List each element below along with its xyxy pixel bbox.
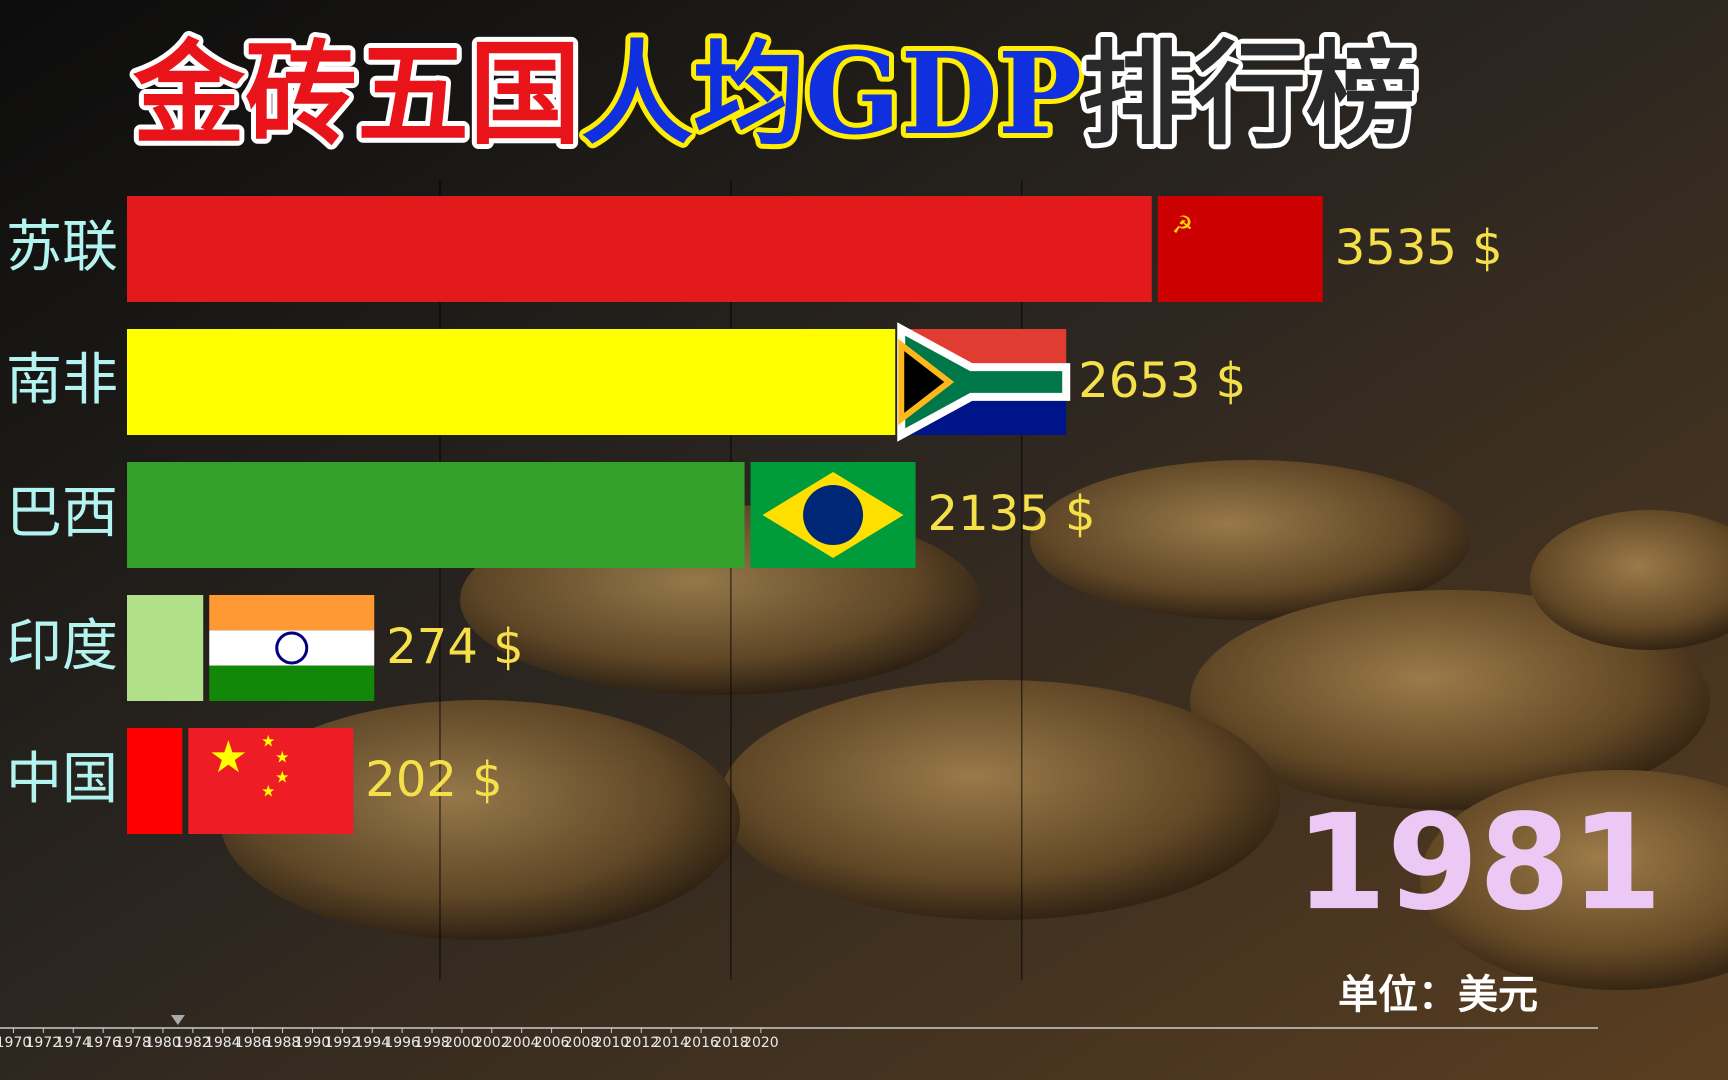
timeline-tick-label: 1990: [295, 1035, 331, 1051]
bar: ☭: [127, 196, 1323, 302]
timeline-tick-label: 2004: [504, 1035, 540, 1051]
flag: [1157, 196, 1323, 302]
flag: [898, 338, 955, 426]
category-label: 中国: [6, 747, 118, 812]
flag: [275, 631, 309, 665]
bar-fill: [127, 462, 745, 568]
timeline-marker: [170, 1015, 185, 1025]
flag: [209, 665, 375, 701]
timeline-tick-label: 1994: [354, 1035, 390, 1051]
timeline-tick-label: 2002: [474, 1035, 510, 1051]
timeline-tick-label: 1988: [265, 1035, 301, 1051]
timeline-tick-label: 1974: [55, 1035, 91, 1051]
timeline-tick-label: 2000: [444, 1035, 480, 1051]
value-label: 202 $: [365, 752, 502, 808]
flag: [209, 595, 375, 631]
timeline-tick-label: 2008: [564, 1035, 600, 1051]
timeline-tick-label: 1978: [115, 1035, 151, 1051]
value-label: 2653 $: [1078, 353, 1246, 409]
category-label: 印度: [6, 614, 118, 679]
category-label: 苏联: [6, 215, 118, 280]
bar: [127, 462, 916, 568]
flag: ★: [275, 768, 289, 787]
flag: [209, 630, 375, 666]
timeline-tick-label: 1996: [384, 1035, 420, 1051]
timeline-tick-label: 1976: [85, 1035, 121, 1051]
bar: [127, 322, 1071, 442]
timeline-tick-label: 2006: [534, 1035, 570, 1051]
timeline-tick-label: 2010: [594, 1035, 630, 1051]
timeline-tick-label: 1982: [175, 1035, 211, 1051]
bar-fill: [127, 196, 1152, 302]
unit-label: 单位：美元: [1338, 972, 1538, 1018]
title-part: 人均GDP: [581, 29, 1082, 160]
flag: [803, 485, 864, 545]
flag: ★: [261, 732, 275, 751]
value-label: 274 $: [386, 619, 523, 675]
timeline-tick-label: 1980: [145, 1035, 181, 1051]
title-part: 排行榜: [1082, 29, 1418, 160]
flag: ★: [275, 748, 289, 767]
timeline-tick-label: 1970: [0, 1035, 31, 1051]
timeline-tick-label: 1992: [325, 1035, 361, 1051]
value-label: 2135 $: [928, 486, 1096, 542]
timeline-tick-label: 2018: [713, 1035, 749, 1051]
bar: ★ ★★★★: [127, 728, 354, 834]
bar: [127, 595, 375, 701]
chart-title: 金砖五国人均GDP排行榜: [132, 29, 1418, 160]
flag: [188, 728, 354, 834]
timeline-tick-label: 1984: [205, 1035, 241, 1051]
timeline-tick-label: 2014: [653, 1035, 689, 1051]
year-label: 1981: [1295, 786, 1662, 940]
flag-emblem: ☭: [1172, 211, 1194, 239]
flag: ★: [209, 732, 248, 783]
bar-fill: [127, 728, 183, 834]
title-part: 金砖五国: [132, 29, 581, 160]
flag: ★: [261, 782, 275, 801]
timeline-tick-label: 1986: [235, 1035, 271, 1051]
category-label: 南非: [6, 348, 118, 413]
bar-fill: [127, 329, 896, 435]
value-label: 3535 $: [1335, 220, 1503, 276]
timeline-tick-label: 1972: [26, 1035, 62, 1051]
bar-fill: [127, 595, 204, 701]
flag: [897, 322, 1071, 442]
category-label: 巴西: [6, 481, 118, 546]
timeline-tick-label: 2012: [623, 1035, 659, 1051]
timeline-tick-label: 1998: [414, 1035, 450, 1051]
timeline-tick-label: 2016: [683, 1035, 719, 1051]
timeline-tick-label: 2020: [743, 1035, 779, 1051]
